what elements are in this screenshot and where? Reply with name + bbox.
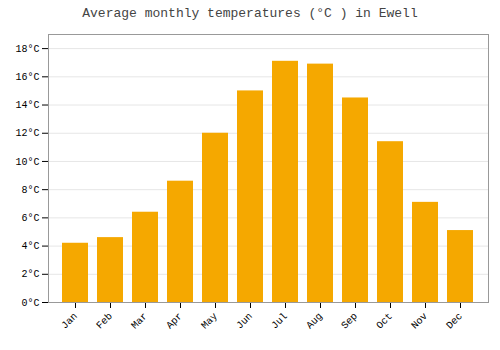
svg-text:Feb: Feb (94, 311, 115, 332)
svg-text:Jan: Jan (59, 311, 80, 332)
svg-text:6°C: 6°C (21, 213, 39, 224)
svg-text:Mar: Mar (129, 311, 150, 332)
svg-text:Aug: Aug (304, 311, 325, 332)
svg-text:10°C: 10°C (15, 157, 39, 168)
svg-text:12°C: 12°C (15, 128, 39, 139)
svg-text:Jul: Jul (269, 311, 290, 332)
svg-text:Oct: Oct (374, 311, 395, 332)
svg-text:14°C: 14°C (15, 100, 39, 111)
svg-text:May: May (199, 311, 220, 332)
svg-text:Jun: Jun (234, 311, 255, 332)
svg-text:0°C: 0°C (21, 298, 39, 309)
svg-text:2°C: 2°C (21, 269, 39, 280)
svg-text:Nov: Nov (409, 311, 430, 332)
svg-text:18°C: 18°C (15, 44, 39, 55)
svg-text:16°C: 16°C (15, 72, 39, 83)
html-text:Average monthly temperatures (: Average monthly temperatures (°C ) in Ew… (82, 6, 418, 21)
svg-text:Apr: Apr (164, 311, 185, 332)
svg-text:4°C: 4°C (21, 241, 39, 252)
svg-text:8°C: 8°C (21, 185, 39, 196)
svg-text:Sep: Sep (339, 311, 360, 332)
svg-text:Dec: Dec (444, 311, 465, 332)
